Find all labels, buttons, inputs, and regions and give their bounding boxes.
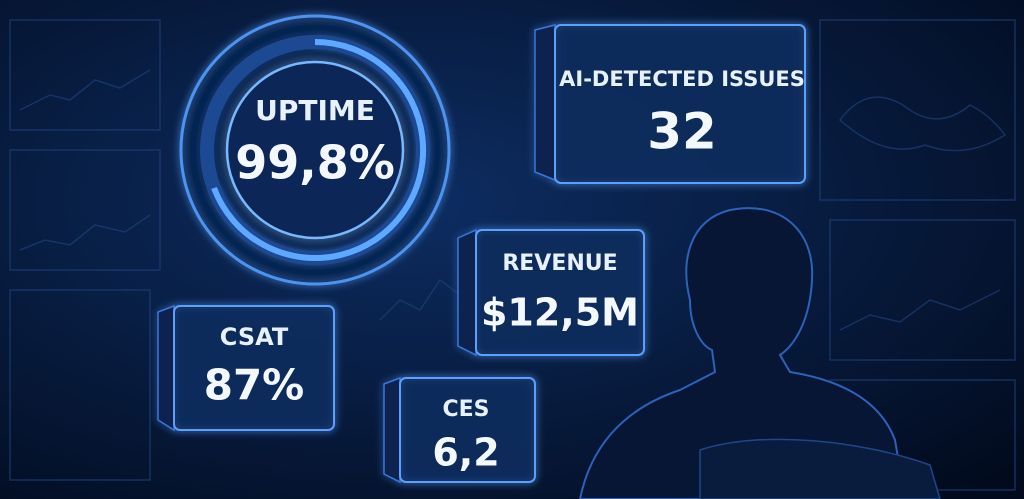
- issues-panel: [534, 24, 806, 184]
- tile-value: 32: [647, 103, 717, 161]
- tile-label: CES: [442, 397, 489, 422]
- tile-label: REVENUE: [502, 251, 617, 276]
- tile-label: CSAT: [220, 323, 289, 351]
- tile-label: AI-DETECTED ISSUES: [559, 67, 805, 91]
- tile-label: UPTIME: [255, 94, 375, 127]
- ces-panel: [383, 376, 536, 484]
- background-dashboards: [9, 19, 1016, 491]
- revenue-panel: [457, 228, 645, 357]
- tile-value: 99,8%: [235, 136, 395, 190]
- tile-value: $12,5M: [481, 291, 639, 335]
- person-silhouette: [578, 207, 941, 499]
- uptime-gauge: [179, 14, 451, 286]
- tile-value: 87%: [204, 361, 305, 410]
- csat-panel: [157, 304, 335, 432]
- tile-value: 6,2: [432, 431, 499, 475]
